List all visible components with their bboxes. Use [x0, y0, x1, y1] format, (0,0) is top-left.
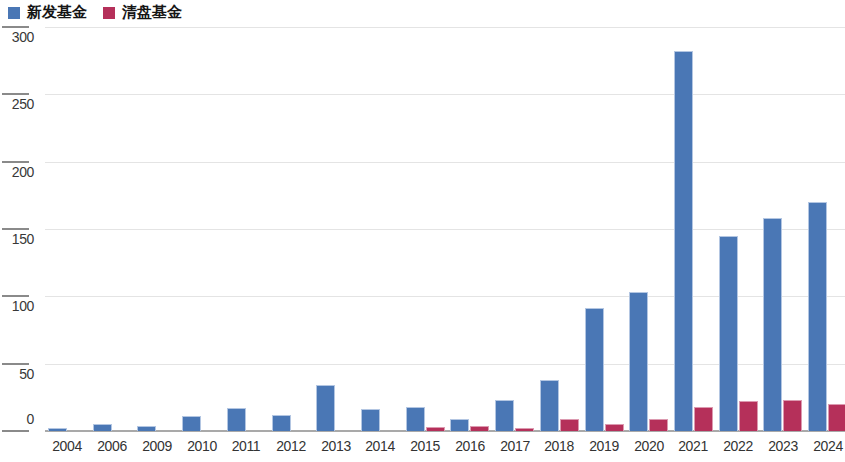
x-axis-label-2006: 2006 — [90, 438, 134, 454]
legend-item-new-funds: 新发基金 — [8, 3, 87, 21]
y-axis-label-0: 0 — [0, 412, 34, 427]
bar-new_funds-2009 — [137, 426, 156, 431]
x-axis-label-2012: 2012 — [269, 438, 313, 454]
new-funds-swatch-icon — [8, 7, 20, 19]
y-axis-tick-300 — [2, 26, 29, 28]
gridline-250 — [45, 94, 845, 95]
bar-new_funds-2016 — [450, 419, 469, 431]
chart-legend: 新发基金 清盘基金 — [8, 3, 182, 21]
liquidated-funds-swatch-icon — [103, 7, 115, 19]
bar-liquidated_funds-2017 — [515, 428, 534, 431]
bar-liquidated_funds-2024 — [828, 404, 845, 431]
bar-new_funds-2012 — [272, 415, 291, 431]
x-axis-label-2022: 2022 — [716, 438, 760, 454]
y-axis-tick-250 — [2, 93, 29, 95]
bar-new_funds-2013 — [316, 385, 335, 431]
bar-liquidated_funds-2019 — [605, 424, 624, 431]
x-axis-label-2019: 2019 — [582, 438, 626, 454]
x-axis-label-2018: 2018 — [537, 438, 581, 454]
bar-new_funds-2018 — [540, 380, 559, 431]
bar-liquidated_funds-2015 — [426, 427, 445, 431]
bar-new_funds-2006 — [93, 424, 112, 431]
y-axis-tick-200 — [2, 161, 29, 163]
bar-new_funds-2024 — [808, 202, 827, 431]
y-axis-label-150: 150 — [0, 232, 34, 247]
bar-new_funds-2020 — [629, 292, 648, 431]
bar-new_funds-2021 — [674, 51, 693, 431]
bar-liquidated_funds-2018 — [560, 419, 579, 431]
bar-liquidated_funds-2016 — [470, 426, 489, 431]
x-axis-label-2016: 2016 — [448, 438, 492, 454]
bar-liquidated_funds-2020 — [649, 419, 668, 431]
bar-new_funds-2014 — [361, 409, 380, 431]
gridline-200 — [45, 162, 845, 163]
x-axis-label-2013: 2013 — [314, 438, 358, 454]
bar-new_funds-2019 — [585, 308, 604, 431]
y-axis-label-300: 300 — [0, 30, 34, 45]
gridline-150 — [45, 229, 845, 230]
x-axis-label-2017: 2017 — [493, 438, 537, 454]
bar-new_funds-2017 — [495, 400, 514, 431]
bar-new_funds-2004 — [48, 428, 67, 431]
gridline-300 — [45, 27, 845, 28]
x-axis-label-2024: 2024 — [806, 438, 845, 454]
y-axis-tick-0 — [2, 430, 29, 432]
bar-new_funds-2023 — [763, 218, 782, 431]
x-axis-label-2004: 2004 — [45, 438, 89, 454]
bar-liquidated_funds-2022 — [739, 401, 758, 431]
y-axis-label-50: 50 — [0, 367, 34, 382]
y-axis-label-200: 200 — [0, 165, 34, 180]
y-axis-label-250: 250 — [0, 97, 34, 112]
y-axis-tick-100 — [2, 295, 29, 297]
x-axis-label-2023: 2023 — [761, 438, 805, 454]
bar-liquidated_funds-2023 — [783, 400, 802, 431]
x-axis-label-2015: 2015 — [403, 438, 447, 454]
x-axis-label-2009: 2009 — [135, 438, 179, 454]
fund-bar-chart: 新发基金 清盘基金 0 50 100 150 200 250 300 200420062009… — [0, 0, 845, 462]
x-axis-label-2010: 2010 — [180, 438, 224, 454]
bar-new_funds-2015 — [406, 407, 425, 431]
x-axis-label-2021: 2021 — [671, 438, 715, 454]
y-axis-label-100: 100 — [0, 299, 34, 314]
legend-label-new-funds: 新发基金 — [27, 3, 87, 21]
bar-new_funds-2010 — [182, 416, 201, 431]
y-axis-tick-50 — [2, 363, 29, 365]
x-axis-label-2020: 2020 — [627, 438, 671, 454]
bar-new_funds-2022 — [719, 236, 738, 431]
bar-new_funds-2011 — [227, 408, 246, 431]
legend-item-liquidated-funds: 清盘基金 — [103, 3, 182, 21]
x-axis-label-2014: 2014 — [358, 438, 402, 454]
legend-label-liquidated-funds: 清盘基金 — [122, 3, 182, 21]
bar-liquidated_funds-2021 — [694, 407, 713, 431]
y-axis-tick-150 — [2, 228, 29, 230]
x-axis-label-2011: 2011 — [224, 438, 268, 454]
